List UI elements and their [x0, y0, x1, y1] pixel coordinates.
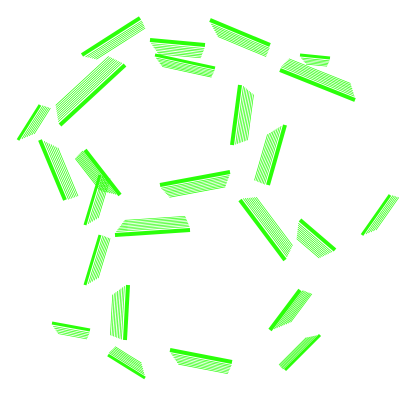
pattern-canvas	[0, 0, 400, 400]
background	[0, 0, 400, 400]
